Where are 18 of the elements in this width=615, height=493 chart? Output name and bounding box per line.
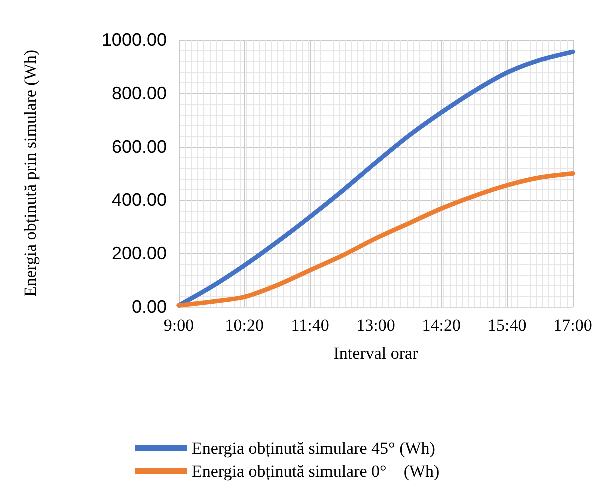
x-tick-label: 10:20 xyxy=(225,316,264,335)
x-axis-title: Interval orar xyxy=(334,344,419,363)
x-tick-label: 15:40 xyxy=(488,316,527,335)
y-tick-label: 800.00 xyxy=(112,83,167,104)
x-tick-label: 11:40 xyxy=(291,316,330,335)
x-tick-label: 17:00 xyxy=(554,316,592,335)
x-tick-label: 13:00 xyxy=(356,316,396,335)
x-tick-label: 14:20 xyxy=(422,316,462,335)
legend-label: Energia obținută simulare 0° (Wh) xyxy=(192,462,440,481)
y-tick-label: 0.00 xyxy=(132,297,167,317)
y-tick-label: 1000.00 xyxy=(102,30,167,50)
y-tick-label: 400.00 xyxy=(112,190,167,210)
x-tick-label: 9:00 xyxy=(164,316,194,335)
y-axis-title: Energia obținută prin simulare (Wh) xyxy=(21,50,40,298)
y-tick-label: 200.00 xyxy=(112,244,167,264)
legend-label: Energia obținută simulare 45° (Wh) xyxy=(192,439,436,458)
line-series xyxy=(176,172,576,308)
y-tick-label: 600.00 xyxy=(112,136,167,157)
